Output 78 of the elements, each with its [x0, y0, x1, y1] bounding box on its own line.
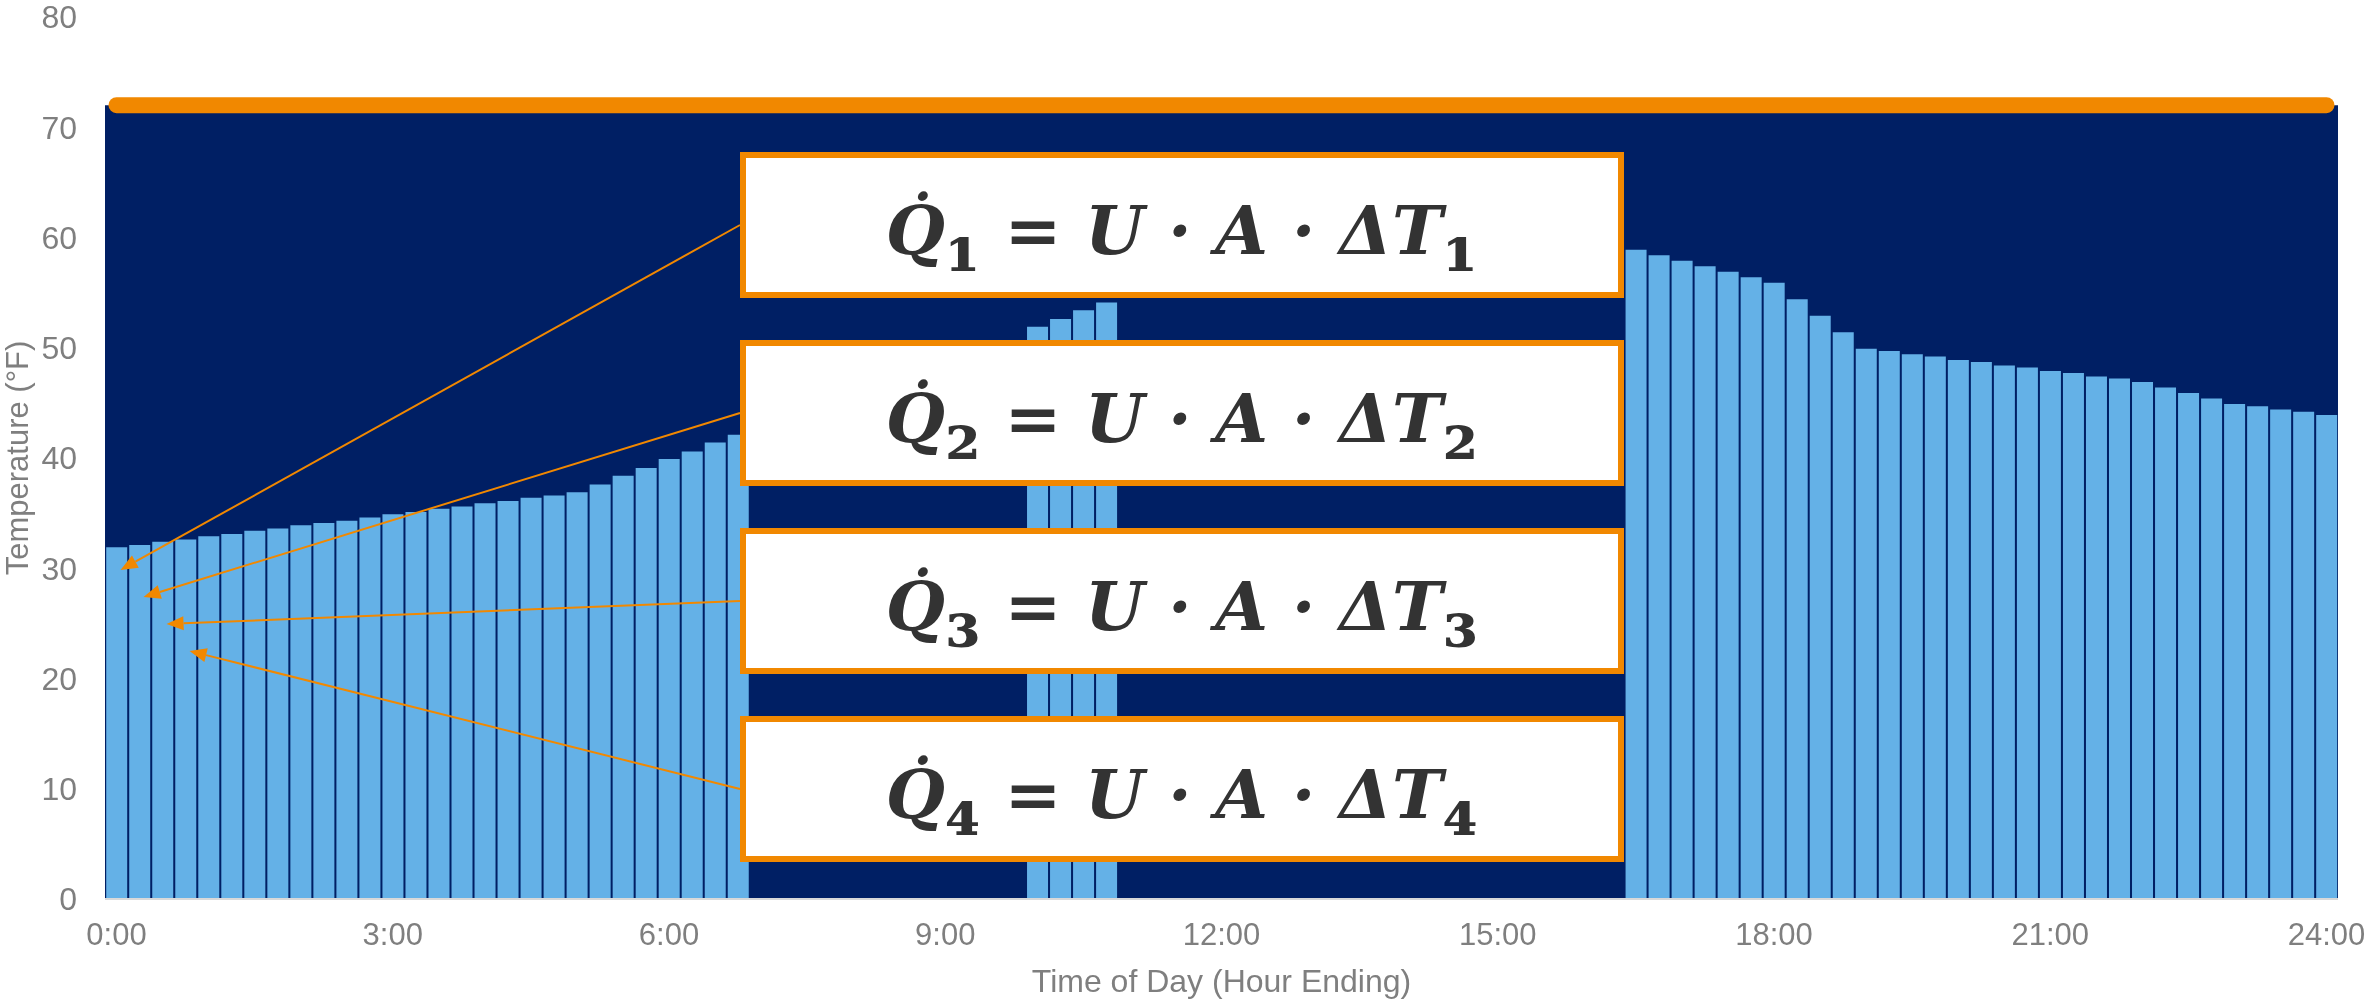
bar: [520, 497, 542, 899]
bar: [497, 501, 519, 899]
y-tick-label: 0: [59, 881, 77, 918]
x-tick-label: 12:00: [1182, 917, 1261, 953]
bar: [589, 484, 611, 899]
bar: [221, 534, 243, 899]
bar: [2201, 398, 2223, 899]
bar: [2270, 409, 2292, 899]
bar: [152, 541, 174, 899]
bar: [2293, 411, 2315, 899]
bar: [382, 514, 404, 899]
bar: [336, 520, 358, 899]
bar: [1832, 332, 1854, 899]
bar: [451, 506, 473, 899]
x-tick-label: 3:00: [362, 917, 423, 953]
bar: [290, 525, 312, 899]
bar: [635, 467, 657, 899]
bar: [704, 442, 726, 899]
bar: [474, 503, 496, 899]
x-tick-label: 9:00: [915, 917, 976, 953]
bar: [658, 459, 680, 899]
bar: [1717, 271, 1739, 899]
bar: [1947, 359, 1969, 899]
x-tick-label: 0:00: [86, 917, 147, 953]
bar: [313, 523, 335, 899]
bar: [1901, 354, 1923, 899]
bar: [2039, 370, 2061, 899]
bar: [2132, 381, 2154, 899]
bar: [1924, 356, 1946, 899]
y-tick-label: 30: [41, 550, 77, 587]
bar: [543, 495, 565, 899]
bar: [2247, 406, 2269, 899]
y-tick-label: 10: [41, 771, 77, 808]
y-tick-label: 20: [41, 660, 77, 697]
bar: [2155, 387, 2177, 899]
y-tick-label: 60: [41, 219, 77, 256]
bar: [1878, 351, 1900, 899]
x-axis-title: Time of Day (Hour Ending): [1031, 963, 1412, 999]
y-tick-label: 80: [41, 0, 77, 36]
bar: [2016, 367, 2038, 899]
bar: [612, 475, 634, 899]
bar: [2085, 376, 2107, 899]
bar: [405, 512, 427, 899]
bar: [1694, 266, 1716, 899]
bar: [1763, 282, 1785, 899]
x-tick-label: 21:00: [2011, 917, 2090, 953]
y-tick-label: 50: [41, 330, 77, 367]
bar: [681, 451, 703, 899]
bar: [566, 492, 588, 899]
bar: [175, 539, 197, 899]
x-tick-label: 24:00: [2287, 917, 2366, 953]
bar: [2062, 373, 2084, 899]
bar: [244, 530, 266, 899]
bar: [1648, 255, 1670, 899]
bar: [198, 536, 220, 899]
bar: [1625, 249, 1647, 899]
bar: [428, 508, 450, 899]
bar: [2178, 392, 2200, 899]
bar: [1740, 277, 1762, 899]
bar: [2108, 378, 2130, 899]
bar: [1970, 362, 1992, 899]
bar: [1809, 315, 1831, 899]
bar: [1786, 299, 1808, 899]
bar: [129, 545, 151, 899]
bar: [1855, 348, 1877, 899]
bar: [106, 547, 128, 899]
bar: [359, 517, 381, 899]
x-tick-label: 15:00: [1458, 917, 1537, 953]
bar: [267, 528, 289, 899]
bar: [2224, 403, 2246, 899]
bar: [1993, 365, 2015, 899]
bar: [1671, 260, 1693, 899]
y-tick-label: 40: [41, 440, 77, 477]
y-tick-label: 70: [41, 109, 77, 146]
x-tick-label: 6:00: [638, 917, 700, 953]
x-tick-label: 18:00: [1735, 917, 1813, 953]
bar: [2316, 415, 2338, 899]
y-axis-title: Temperature (°F): [0, 340, 35, 576]
